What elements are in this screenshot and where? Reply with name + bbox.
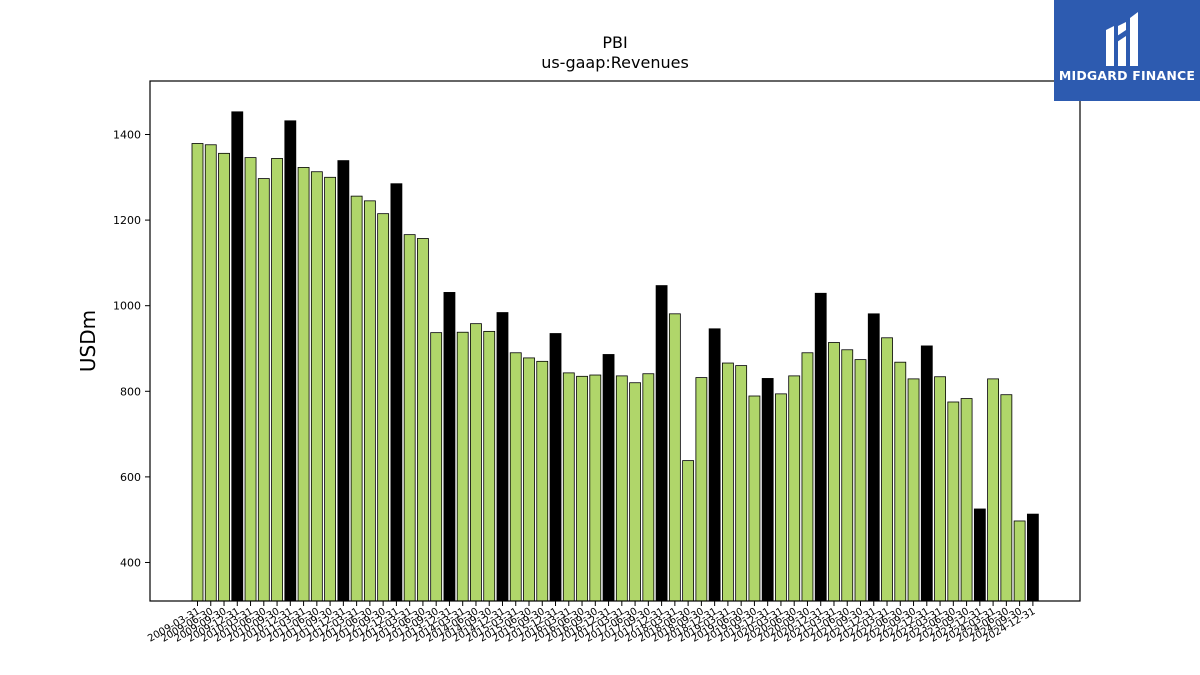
bar-2009-03-31 (191, 143, 204, 602)
bar-2014-09-30 (483, 330, 496, 602)
bar-2012-09-30 (377, 213, 390, 602)
bar-2009-09-30 (218, 152, 230, 602)
bar-2021-06-30 (841, 349, 854, 602)
bar-2018-06-30 (682, 460, 695, 602)
bar-2018-03-31 (668, 313, 681, 602)
bar-2018-12-31 (708, 328, 721, 602)
plot-frame (149, 80, 1081, 602)
bar-2024-06-30 (1000, 394, 1013, 602)
bar-2014-06-30 (470, 323, 482, 602)
bar-2012-12-31 (390, 183, 403, 602)
bar-2010-03-31 (244, 157, 257, 602)
chart-subtitle: us-gaap:Revenues (541, 53, 689, 72)
bar-2016-12-31 (602, 354, 615, 602)
bar-2020-12-31 (814, 292, 827, 602)
y-axis: 400 600 800 1000 1200 1400 (113, 128, 150, 569)
bar-2009-06-30 (204, 144, 217, 602)
bar-2024-03-31 (987, 378, 999, 602)
bar-2011-09-30 (324, 176, 337, 602)
bar-2015-06-30 (523, 357, 535, 602)
bar-2015-03-31 (509, 352, 522, 602)
bar-2012-03-31 (350, 195, 363, 602)
bar-2020-06-30 (788, 375, 801, 602)
bar-2013-12-31 (443, 292, 456, 602)
bar-2019-12-31 (761, 378, 774, 602)
bar-2011-03-31 (297, 167, 310, 602)
bar-2023-06-30 (947, 401, 960, 602)
bar-2009-12-31 (231, 111, 244, 602)
bar-2020-09-30 (801, 352, 814, 602)
bar-2010-09-30 (271, 158, 283, 602)
y-tick-label: 600 (120, 471, 141, 484)
bar-2011-06-30 (310, 171, 323, 602)
bar-2016-09-30 (589, 374, 602, 602)
y-tick-label: 1400 (113, 128, 141, 141)
bar-2022-06-30 (894, 361, 907, 602)
bar-2019-03-31 (722, 362, 734, 602)
bar-2017-06-30 (629, 382, 641, 602)
bar-2014-12-31 (496, 312, 509, 602)
bar-2021-12-31 (867, 313, 880, 602)
y-tick-label: 1200 (113, 214, 141, 227)
y-axis-label: USDm (76, 310, 100, 372)
bar-2010-12-31 (284, 120, 297, 602)
bars-layer (191, 111, 1039, 602)
bar-2023-12-31 (973, 508, 986, 602)
bar-2014-03-31 (456, 331, 469, 602)
bar-2017-12-31 (655, 285, 668, 602)
x-axis: 2009-03-312009-06-302009-09-302009-12-31… (146, 601, 1037, 645)
bar-2022-03-31 (881, 337, 893, 602)
bar-2023-03-31 (934, 376, 946, 602)
y-tick-label: 400 (120, 556, 141, 569)
chart-title: PBI (602, 33, 627, 52)
bar-2023-09-30 (960, 398, 973, 602)
bar-2017-09-30 (642, 373, 655, 602)
bar-2022-12-31 (920, 345, 933, 602)
bar-2015-12-31 (549, 333, 562, 602)
bar-2019-06-30 (735, 365, 748, 602)
bar-2017-03-31 (615, 375, 628, 602)
y-tick-label: 800 (120, 385, 141, 398)
bar-2013-06-30 (417, 238, 429, 602)
bar-2016-06-30 (576, 375, 588, 602)
bar-2010-06-30 (257, 178, 270, 602)
bar-2012-06-30 (363, 200, 376, 602)
bar-2019-09-30 (748, 395, 761, 602)
bar-2024-12-31 (1026, 513, 1039, 602)
bar-2024-09-30 (1013, 520, 1026, 602)
bar-2021-09-30 (854, 359, 867, 602)
bar-2020-03-31 (775, 393, 787, 602)
midgard-m-logo-icon (1106, 12, 1138, 66)
bar-2016-03-31 (562, 372, 575, 602)
bar-2013-03-31 (403, 234, 416, 602)
midgard-finance-logo: MIDGARD FINANCE (1054, 0, 1200, 101)
logo-text: MIDGARD FINANCE (1058, 68, 1196, 83)
bar-2021-03-31 (828, 342, 840, 602)
bar-2011-12-31 (337, 160, 350, 602)
bar-2022-09-30 (907, 378, 920, 602)
bar-2018-09-30 (695, 377, 708, 602)
bar-2013-09-30 (430, 332, 443, 602)
y-tick-label: 1000 (113, 300, 141, 313)
bar-2015-09-30 (536, 360, 549, 602)
